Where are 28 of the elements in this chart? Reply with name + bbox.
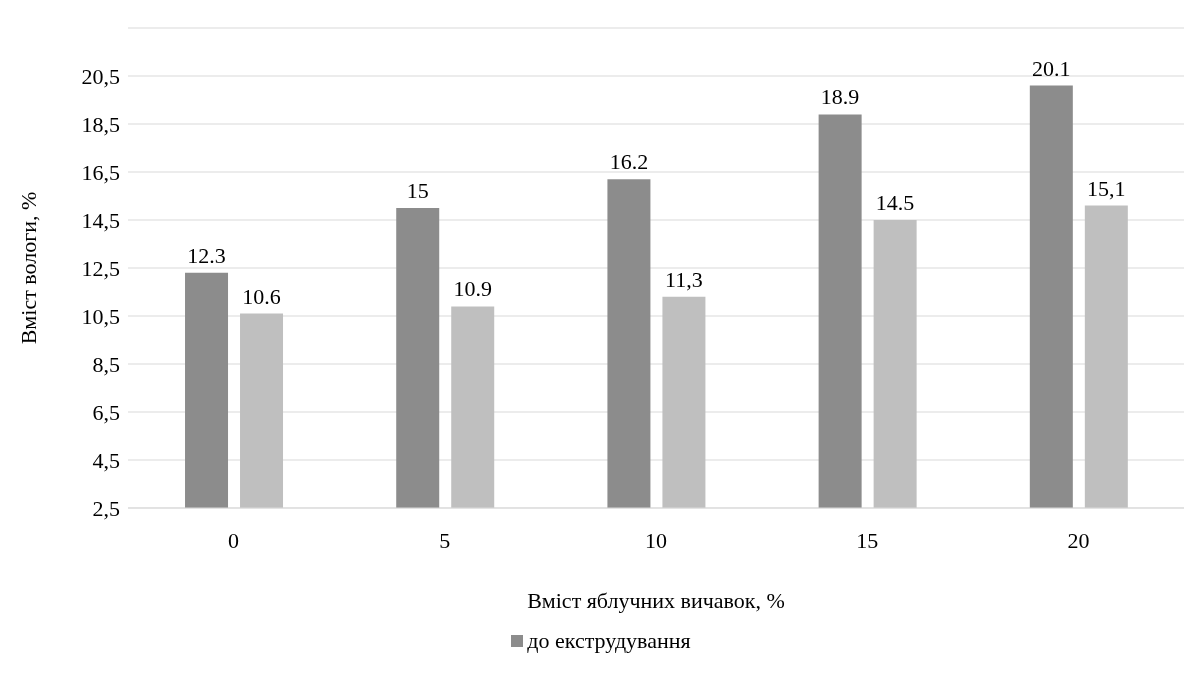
x-tick-label: 20	[1067, 527, 1090, 553]
data-label: 16.2	[609, 149, 649, 175]
y-tick-label: 8,5	[92, 351, 120, 377]
data-label: 18.9	[820, 84, 860, 110]
x-tick-label: 10	[645, 527, 667, 553]
y-tick-label: 4,5	[92, 447, 120, 473]
y-tick-label: 2,5	[92, 495, 120, 521]
data-label: 15,1	[1087, 175, 1126, 201]
y-tick-label: 14,5	[81, 207, 120, 233]
x-tick-label: 5	[439, 527, 451, 553]
x-tick-label: 15	[856, 527, 879, 553]
y-tick-label: 16,5	[81, 159, 120, 185]
data-label: 15	[406, 178, 429, 203]
legend-label: до екструдування	[526, 628, 691, 654]
y-tick-label: 12,5	[81, 255, 120, 281]
y-tick-label: 10,5	[81, 303, 120, 329]
data-label: 10.6	[242, 283, 281, 309]
data-label: 20.1	[1032, 55, 1071, 81]
x-tick-label: 0	[228, 527, 240, 553]
x-axis-title: Вміст яблучних вичавок, %	[527, 588, 785, 613]
data-label: 10.9	[453, 276, 492, 302]
data-label: 11,3	[665, 266, 703, 292]
y-axis-title: Вміст вологи, %	[15, 191, 41, 345]
y-tick-label: 6,5	[92, 399, 120, 425]
data-label: 14.5	[875, 190, 915, 215]
y-tick-label: 18,5	[81, 111, 120, 137]
data-label: 12.3	[187, 242, 226, 268]
y-tick-label: 20,5	[81, 63, 120, 89]
